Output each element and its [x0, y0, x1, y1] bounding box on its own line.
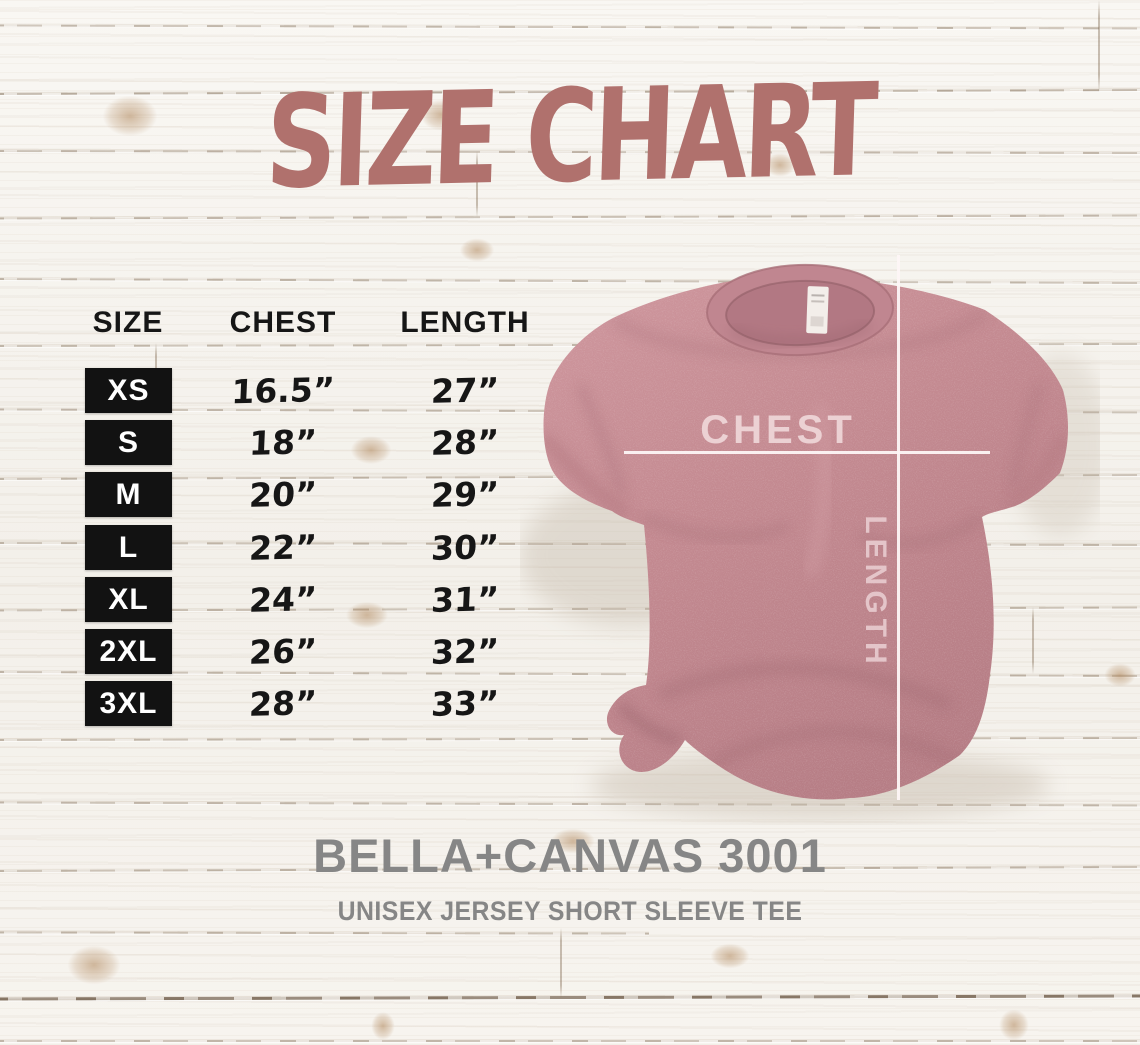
- wood-knot: [415, 95, 467, 135]
- shirt-fabric-detail: [543, 275, 1069, 800]
- chest-label: CHEST: [700, 408, 856, 452]
- page-title: SIZE CHART: [263, 55, 877, 218]
- length-measure-line: [897, 255, 900, 800]
- chest-value: 16.5”: [230, 369, 336, 412]
- wood-knot: [345, 432, 397, 468]
- wood-plank-gap: [0, 1040, 1140, 1042]
- column-header-chest: CHEST: [229, 306, 337, 339]
- size-badge: 2XL: [85, 629, 172, 674]
- chest-value: 18”: [248, 422, 318, 463]
- wood-plank-seam: [476, 151, 478, 217]
- table-row: M 20” 29”: [70, 472, 560, 517]
- wood-plank-gap: [0, 994, 1140, 1001]
- table-row: XS 16.5” 27”: [70, 368, 560, 413]
- size-badge: XS: [85, 368, 172, 413]
- column-header-size: SIZE: [92, 306, 164, 339]
- collar: [706, 263, 894, 357]
- chest-value: 24”: [248, 579, 318, 620]
- wood-knot: [1100, 660, 1140, 690]
- size-badge: M: [85, 472, 172, 517]
- chest-value: 20”: [248, 474, 318, 515]
- wood-plank-seam: [560, 928, 562, 998]
- size-badge: 3XL: [85, 681, 172, 726]
- wood-knot: [545, 825, 601, 857]
- wood-plank-seam: [1098, 0, 1100, 92]
- wood-knot: [705, 940, 755, 972]
- size-table: SIZE CHEST LENGTH XS 16.5” 27” S 18” 28”…: [70, 300, 560, 740]
- chest-value: 26”: [248, 631, 318, 672]
- table-row: 2XL 26” 32”: [70, 629, 560, 674]
- wood-plank-gap: [0, 931, 650, 935]
- wood-knot: [455, 235, 499, 265]
- tshirt-photo: CHEST LENGTH: [520, 255, 1100, 819]
- chest-value: 22”: [248, 527, 318, 568]
- product-subtitle: UNISEX JERSEY SHORT SLEEVE TEE: [337, 896, 803, 926]
- table-row: 3XL 28” 33”: [70, 681, 560, 726]
- table-row: XL 24” 31”: [70, 577, 560, 622]
- wood-knot: [760, 150, 800, 180]
- product-name: BELLA+CANVAS 3001: [313, 829, 827, 882]
- size-badge: XL: [85, 577, 172, 622]
- wood-knot: [95, 90, 165, 142]
- size-badge: S: [85, 420, 172, 465]
- wood-knot: [995, 1005, 1033, 1045]
- wood-plank-seam: [1032, 607, 1034, 674]
- chest-value: 28”: [248, 683, 318, 724]
- wood-knot: [60, 940, 128, 990]
- table-row: L 22” 30”: [70, 525, 560, 570]
- wood-knot: [340, 598, 394, 632]
- wood-knot: [368, 1008, 398, 1044]
- length-label: LENGTH: [859, 515, 892, 668]
- table-row: S 18” 28”: [70, 420, 560, 465]
- chest-measure-line: [624, 451, 990, 454]
- size-badge: L: [85, 525, 172, 570]
- wood-plank-gap: [0, 24, 1140, 30]
- column-header-length: LENGTH: [400, 306, 530, 339]
- neck-tag: [806, 286, 829, 334]
